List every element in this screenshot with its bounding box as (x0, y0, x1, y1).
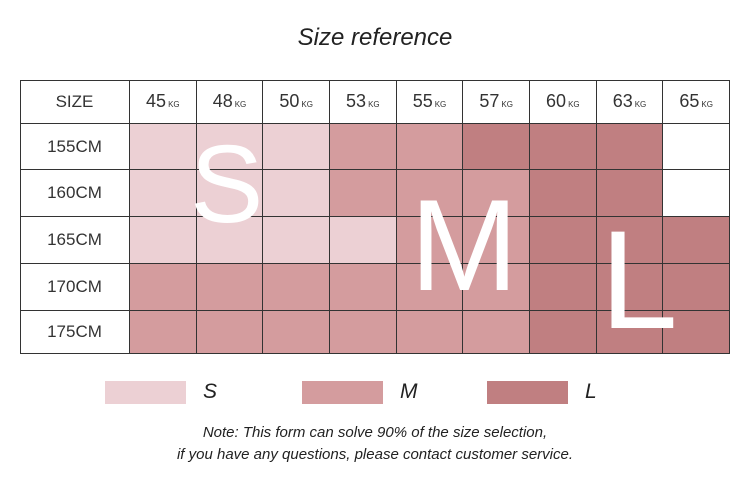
weight-number: 60 (546, 91, 567, 111)
size-cell (330, 124, 397, 170)
weight-header: 55 KG (396, 80, 464, 124)
size-cell (396, 124, 464, 170)
size-cell (463, 124, 530, 170)
size-letter: L (600, 201, 678, 358)
size-cell (396, 217, 464, 264)
legend-swatch (302, 381, 383, 404)
legend-swatch (487, 381, 568, 404)
legend-label: S (203, 380, 218, 403)
size-cell (530, 264, 597, 311)
size-cell (463, 264, 530, 311)
size-cell (330, 170, 397, 217)
size-cell (663, 264, 730, 311)
size-cell (330, 311, 397, 354)
size-cell (396, 311, 464, 354)
weight-header: 57 KG (463, 80, 530, 124)
weight-number: 63 (612, 91, 633, 111)
size-cell (530, 217, 597, 264)
table-border (20, 80, 730, 354)
weight-header: 50 KG (263, 80, 330, 124)
size-cell (396, 264, 464, 311)
size-cell (596, 124, 664, 170)
size-cell (596, 217, 664, 264)
height-label: 155CM (20, 124, 130, 170)
size-cell (463, 217, 530, 264)
size-cell (263, 124, 330, 170)
size-cell (263, 311, 330, 354)
size-cell (196, 170, 264, 217)
size-cell (330, 217, 397, 264)
size-cell (663, 217, 730, 264)
size-cell (130, 170, 197, 217)
weight-number: 57 (479, 91, 500, 111)
weight-number: 45 (146, 91, 167, 111)
weight-header: 45 KG (130, 80, 197, 124)
size-cell (530, 124, 597, 170)
title: Size reference (297, 24, 453, 51)
legend-label: L (585, 380, 597, 403)
size-cell (263, 264, 330, 311)
size-cell (130, 217, 197, 264)
weight-unit: KG (501, 99, 513, 109)
size-cell (596, 311, 664, 354)
header-cell: SIZE (20, 80, 130, 124)
size-cell (196, 124, 264, 170)
size-cell (130, 124, 197, 170)
weight-unit: KG (368, 99, 380, 109)
weight-header: 60 KG (530, 80, 597, 124)
note-line: Note: This form can solve 90% of the siz… (202, 424, 548, 441)
size-cell (530, 170, 597, 217)
size-cell (463, 311, 530, 354)
size-cell (196, 264, 264, 311)
weight-unit: KG (701, 99, 713, 109)
size-cell (596, 264, 664, 311)
weight-number: 65 (679, 91, 700, 111)
note-line: if you have any questions, please contac… (176, 446, 574, 463)
size-cell (463, 170, 530, 217)
size-cell (130, 264, 197, 311)
weight-unit: KG (301, 99, 313, 109)
size-cell (196, 311, 264, 354)
weight-header: 63 KG (596, 80, 664, 124)
weight-number: 53 (346, 91, 367, 111)
legend-label: M (400, 380, 418, 403)
weight-number: 55 (412, 91, 433, 111)
size-cell (530, 311, 597, 354)
size-cell (663, 170, 730, 217)
height-label: 165CM (20, 217, 130, 264)
size-letter: S (190, 123, 264, 246)
size-cell (330, 264, 397, 311)
weight-unit: KG (234, 99, 247, 109)
size-cell (263, 170, 330, 217)
size-cell (663, 311, 730, 354)
weight-header: 65 KG (663, 80, 730, 124)
size-cell (596, 170, 664, 217)
weight-unit: KG (434, 99, 447, 109)
height-label: 170CM (20, 264, 130, 311)
height-label: 175CM (20, 311, 130, 354)
weight-unit: KG (168, 99, 180, 109)
size-cell (396, 170, 464, 217)
weight-number: 50 (279, 91, 300, 111)
size-cell (663, 124, 730, 170)
size-cell (196, 217, 264, 264)
legend-swatch (105, 381, 186, 404)
weight-unit: KG (568, 99, 580, 109)
weight-number: 48 (212, 91, 233, 111)
size-cell (130, 311, 197, 354)
weight-header: 48 KG (196, 80, 264, 124)
weight-unit: KG (634, 99, 647, 109)
size-cell (263, 217, 330, 264)
weight-header: 53 KG (330, 80, 397, 124)
height-label: 160CM (20, 170, 130, 217)
size-letter: M (410, 172, 519, 318)
